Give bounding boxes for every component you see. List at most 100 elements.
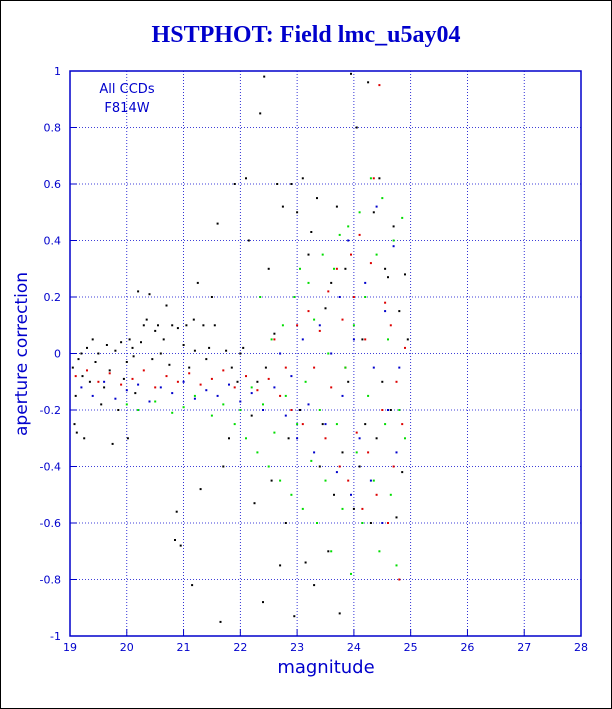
data-point (267, 267, 270, 270)
data-point (389, 324, 392, 327)
data-point (108, 369, 111, 372)
data-point (384, 301, 387, 304)
data-point (140, 341, 142, 344)
data-point (321, 423, 324, 426)
data-point (154, 400, 157, 403)
data-point (239, 352, 242, 355)
data-point (372, 366, 375, 369)
data-point (395, 564, 398, 567)
data-point (318, 324, 321, 327)
data-point (279, 352, 282, 355)
data-point (120, 383, 123, 386)
data-point (154, 329, 157, 332)
data-point (176, 327, 179, 330)
data-point (199, 383, 202, 386)
data-point (389, 409, 392, 411)
data-point (321, 253, 324, 256)
data-point (361, 507, 364, 510)
data-point (284, 366, 287, 369)
x-tick-label: 19 (63, 641, 77, 654)
data-point (148, 400, 151, 403)
data-point (307, 403, 310, 406)
data-point (378, 177, 381, 180)
data-point (335, 205, 338, 208)
data-point (256, 380, 259, 383)
data-point (327, 550, 330, 553)
data-point (313, 451, 316, 454)
data-point (256, 451, 259, 454)
data-point (375, 437, 378, 440)
data-point (267, 377, 270, 380)
data-point (358, 437, 361, 440)
y-tick-label: -1 (50, 630, 61, 643)
data-point (210, 296, 213, 298)
data-point (327, 352, 330, 355)
data-point (94, 361, 97, 363)
data-point (316, 522, 318, 524)
data-point (142, 369, 145, 372)
data-point (395, 516, 398, 519)
data-point (398, 578, 401, 581)
data-point (296, 211, 299, 214)
y-tick-label: 0.2 (44, 291, 62, 304)
data-point (307, 253, 310, 256)
data-point (219, 620, 222, 623)
data-point (299, 409, 301, 411)
data-point (273, 338, 276, 341)
data-point (91, 338, 94, 341)
data-point (392, 465, 395, 468)
data-point (132, 355, 135, 358)
data-point (179, 544, 182, 547)
data-point (307, 281, 310, 284)
data-point (367, 451, 370, 454)
data-point (253, 502, 256, 505)
data-point (137, 383, 140, 386)
data-point (327, 290, 330, 293)
data-point (182, 406, 185, 409)
data-point (199, 488, 202, 491)
data-point (395, 451, 398, 454)
data-point (86, 369, 88, 372)
data-point (401, 471, 404, 474)
data-point (165, 304, 168, 307)
data-point (355, 431, 358, 434)
data-point (88, 380, 91, 383)
y-tick-label: 0.4 (44, 235, 62, 248)
data-point (73, 423, 76, 426)
data-point (401, 216, 404, 219)
data-point (375, 253, 378, 256)
data-point (225, 349, 228, 352)
data-point (392, 225, 395, 228)
data-point (86, 346, 88, 349)
data-point (313, 366, 316, 369)
data-point (364, 423, 367, 426)
annotation-line-filter: F814W (104, 101, 150, 116)
data-point (387, 338, 389, 341)
data-point (228, 383, 230, 386)
data-point (344, 267, 347, 270)
data-point (347, 380, 350, 383)
data-point (192, 318, 195, 321)
data-point (318, 409, 321, 411)
data-point (369, 479, 372, 482)
data-point (80, 352, 83, 355)
y-tick-label: -0.4 (40, 461, 61, 474)
data-point (369, 262, 372, 265)
data-point (372, 479, 375, 482)
data-point (350, 572, 352, 575)
data-point (341, 451, 344, 454)
data-point (77, 358, 80, 361)
data-point (125, 361, 128, 363)
data-point (171, 411, 174, 414)
data-point (290, 493, 293, 496)
data-point (176, 380, 179, 383)
data-point (259, 296, 262, 298)
data-point (83, 437, 86, 440)
y-tick-label: -0.6 (40, 517, 61, 530)
data-point (250, 392, 253, 395)
data-point (316, 197, 318, 200)
data-point (210, 377, 213, 380)
data-point (281, 205, 284, 208)
data-point (137, 290, 140, 293)
data-point (137, 409, 140, 411)
